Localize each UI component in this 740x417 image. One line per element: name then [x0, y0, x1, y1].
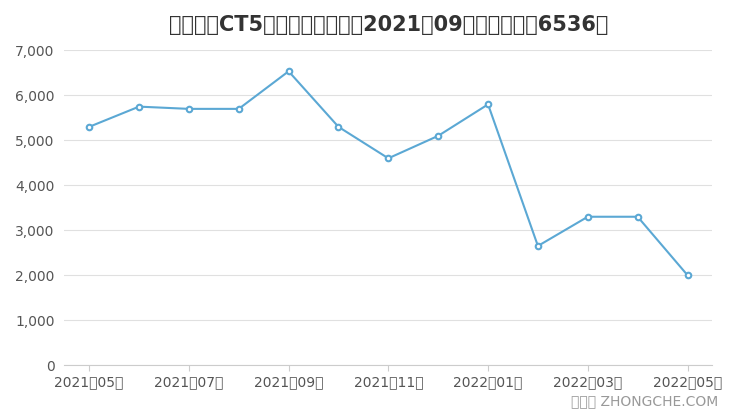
Text: 众车网 ZHONGCHE.COM: 众车网 ZHONGCHE.COM — [571, 394, 718, 409]
Title: 凯迪拉克CT5近一年销量走势，2021年09月销量最高达6536辆: 凯迪拉克CT5近一年销量走势，2021年09月销量最高达6536辆 — [169, 15, 608, 35]
